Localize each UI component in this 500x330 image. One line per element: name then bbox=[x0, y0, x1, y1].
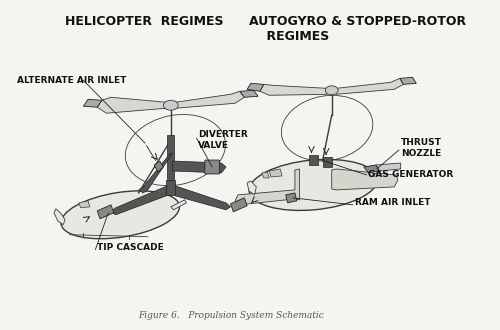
Polygon shape bbox=[166, 180, 175, 195]
Text: Figure 6.   Propulsion System Schematic: Figure 6. Propulsion System Schematic bbox=[138, 311, 324, 320]
Polygon shape bbox=[364, 165, 380, 173]
Ellipse shape bbox=[249, 159, 378, 211]
Polygon shape bbox=[286, 193, 297, 203]
Polygon shape bbox=[154, 161, 164, 172]
FancyBboxPatch shape bbox=[205, 160, 220, 174]
Polygon shape bbox=[240, 90, 258, 97]
Polygon shape bbox=[54, 209, 65, 225]
Polygon shape bbox=[171, 200, 186, 210]
Polygon shape bbox=[332, 169, 398, 190]
Polygon shape bbox=[111, 186, 167, 215]
Polygon shape bbox=[176, 186, 231, 210]
Ellipse shape bbox=[61, 191, 180, 239]
Polygon shape bbox=[262, 172, 269, 178]
Polygon shape bbox=[308, 155, 318, 165]
Polygon shape bbox=[247, 83, 264, 91]
Polygon shape bbox=[376, 163, 400, 171]
Polygon shape bbox=[84, 99, 102, 107]
Text: ALTERNATE AIR INLET: ALTERNATE AIR INLET bbox=[17, 76, 126, 85]
Polygon shape bbox=[176, 91, 244, 108]
Polygon shape bbox=[172, 161, 226, 173]
Polygon shape bbox=[368, 167, 382, 177]
Polygon shape bbox=[269, 169, 282, 177]
Polygon shape bbox=[138, 153, 172, 193]
Ellipse shape bbox=[326, 86, 338, 95]
Polygon shape bbox=[400, 77, 416, 84]
Polygon shape bbox=[79, 201, 90, 208]
Text: TIP CASCADE: TIP CASCADE bbox=[97, 243, 164, 252]
Polygon shape bbox=[322, 157, 332, 167]
Text: RAM AIR INLET: RAM AIR INLET bbox=[354, 198, 430, 207]
Text: AUTOGYRO & STOPPED-ROTOR
    REGIMES: AUTOGYRO & STOPPED-ROTOR REGIMES bbox=[249, 15, 466, 43]
Polygon shape bbox=[247, 181, 256, 195]
Text: HELICOPTER  REGIMES: HELICOPTER REGIMES bbox=[65, 15, 224, 28]
Text: GAS GENERATOR: GAS GENERATOR bbox=[368, 171, 454, 180]
Polygon shape bbox=[97, 205, 114, 219]
Polygon shape bbox=[230, 198, 247, 212]
Polygon shape bbox=[260, 84, 327, 95]
Polygon shape bbox=[336, 78, 404, 94]
Ellipse shape bbox=[164, 100, 178, 110]
Polygon shape bbox=[167, 135, 174, 185]
Polygon shape bbox=[235, 169, 300, 205]
Text: DIVERTER
VALVE: DIVERTER VALVE bbox=[198, 130, 248, 150]
Polygon shape bbox=[97, 97, 166, 113]
Text: THRUST
NOZZLE: THRUST NOZZLE bbox=[400, 138, 442, 158]
